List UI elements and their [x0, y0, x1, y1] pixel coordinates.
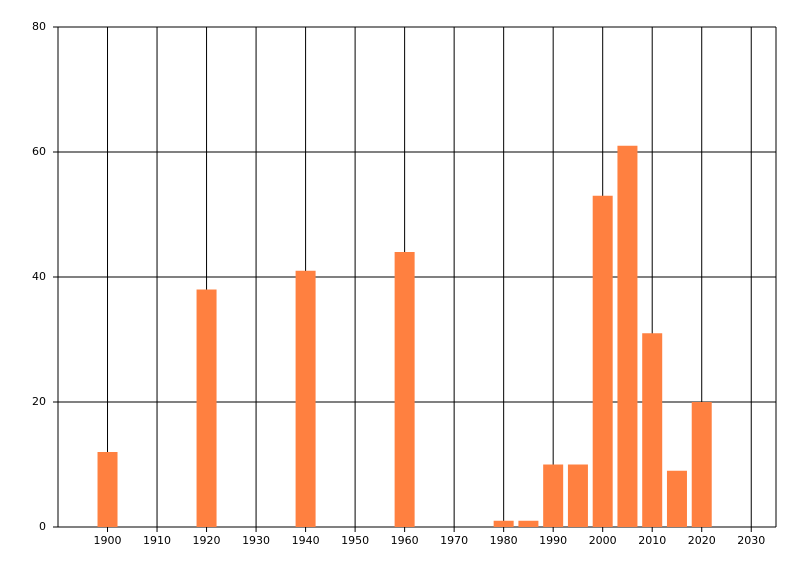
- bar: [295, 270, 316, 527]
- y-tick-label: 40: [32, 270, 46, 283]
- bar: [196, 289, 217, 527]
- bar: [691, 402, 712, 527]
- x-tick-label: 1920: [193, 534, 221, 547]
- x-tick-label: 1990: [539, 534, 567, 547]
- x-tick-label: 1950: [341, 534, 369, 547]
- x-tick-label: 1940: [292, 534, 320, 547]
- bar: [642, 333, 663, 527]
- bar: [567, 464, 588, 527]
- y-tick-label: 20: [32, 395, 46, 408]
- bar: [394, 252, 415, 527]
- bar: [592, 195, 613, 527]
- x-tick-label: 1930: [242, 534, 270, 547]
- x-tick-label: 2030: [737, 534, 765, 547]
- x-tick-label: 2020: [688, 534, 716, 547]
- bar: [518, 520, 539, 527]
- x-tick-label: 1970: [440, 534, 468, 547]
- x-tick-label: 2010: [638, 534, 666, 547]
- x-tick-label: 1960: [391, 534, 419, 547]
- x-tick-label: 1980: [490, 534, 518, 547]
- bar: [543, 464, 564, 527]
- x-tick-label: 1900: [94, 534, 122, 547]
- bar: [617, 145, 638, 527]
- bar: [493, 520, 514, 527]
- y-tick-label: 60: [32, 145, 46, 158]
- y-tick-label: 80: [32, 20, 46, 33]
- x-tick-label: 1910: [143, 534, 171, 547]
- y-tick-label: 0: [39, 520, 46, 533]
- bar: [666, 470, 687, 527]
- x-tick-label: 2000: [589, 534, 617, 547]
- bar: [97, 452, 118, 527]
